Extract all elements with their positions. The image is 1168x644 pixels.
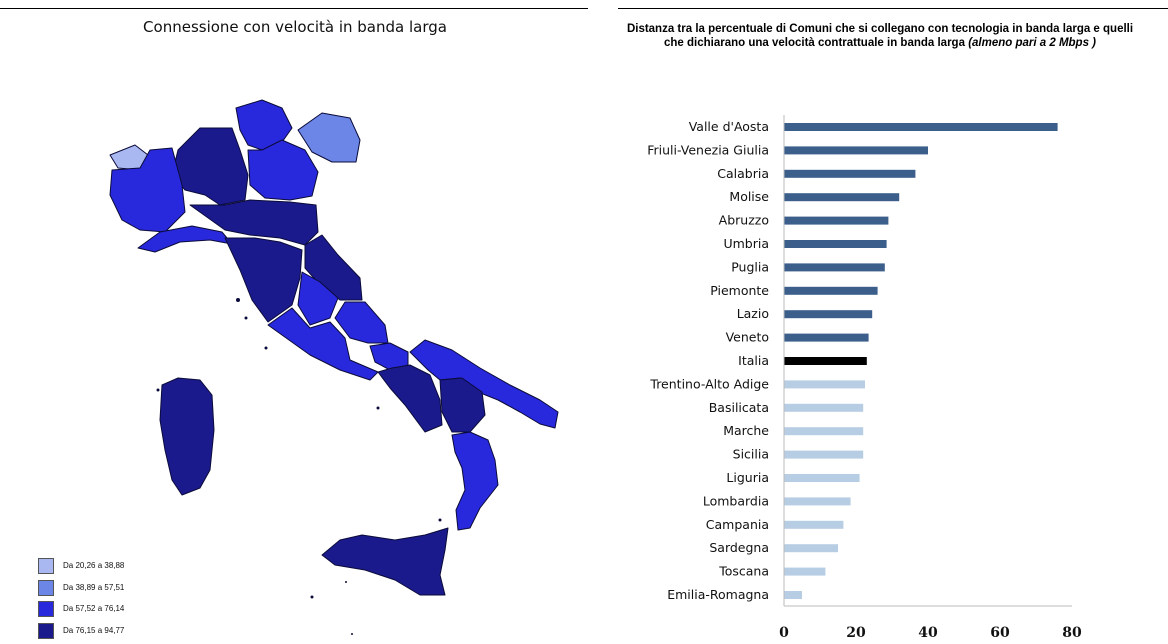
bar-liguria [784, 474, 860, 482]
chart-title: Distanza tra la percentuale di Comuni ch… [620, 22, 1140, 50]
bar-sicilia [784, 450, 864, 459]
bar-valle-d-aosta [784, 123, 1058, 131]
region-umbria [297, 271, 339, 326]
category-label: Sicilia [733, 447, 769, 462]
region-sicilia [321, 527, 449, 596]
region-veneto [247, 139, 319, 201]
category-label: Trentino-Alto Adige [649, 376, 769, 391]
x-tick-label: 0 [779, 625, 789, 641]
bar-lazio [784, 310, 873, 319]
top-rule-right [618, 8, 1168, 9]
bar-veneto [784, 333, 869, 342]
legend-label: Da 76,15 a 94,77 [63, 625, 125, 635]
category-label: Piemonte [710, 283, 769, 298]
region-abruzzo [334, 301, 389, 344]
bar-calabria [784, 169, 916, 178]
legend-swatch [38, 601, 54, 617]
category-label: Italia [738, 353, 769, 368]
category-label: Valle d'Aosta [689, 119, 769, 134]
category-label: Umbria [723, 236, 769, 251]
bar-emilia-romagna [784, 591, 802, 599]
bar-friuli-venezia-giulia [784, 146, 928, 155]
category-label: Molise [729, 189, 769, 204]
chart-title-main: Distanza tra la percentuale di Comuni ch… [626, 23, 1134, 49]
italy-map [109, 99, 559, 635]
category-label: Campania [706, 517, 769, 532]
bar-puglia [784, 263, 885, 272]
bar-marche [784, 427, 864, 436]
bar-abruzzo [784, 216, 889, 225]
bar-toscana [784, 567, 826, 576]
top-rule-left [0, 8, 588, 9]
legend-label: Da 20,26 a 38,88 [63, 561, 125, 570]
bar-piemonte [784, 286, 878, 295]
x-tick-label: 20 [846, 625, 866, 641]
category-label: Toscana [718, 564, 769, 579]
bar-campania [784, 520, 844, 529]
region-piemonte [109, 147, 186, 233]
legend-swatch [38, 622, 54, 639]
bar-sardegna [784, 544, 838, 553]
category-label: Veneto [726, 330, 769, 345]
region-friuli [297, 112, 361, 163]
x-tick-label: 60 [990, 625, 1010, 641]
x-tick-label: 80 [1062, 625, 1082, 641]
bar-lombardia [784, 497, 851, 506]
category-label: Marche [723, 423, 769, 438]
bar-italia [784, 357, 867, 365]
category-label: Calabria [717, 166, 769, 181]
region-campania [377, 364, 443, 433]
legend-swatch [38, 579, 54, 596]
region-toscana [224, 237, 303, 323]
bar-molise [784, 193, 900, 202]
category-label: Lazio [737, 306, 769, 321]
region-calabria [451, 431, 499, 531]
category-label: Liguria [726, 470, 769, 485]
bar-trentino-alto-adige [784, 380, 865, 389]
chart-title-italic: (almeno pari a 2 Mbps ) [968, 37, 1096, 49]
region-lazio [267, 307, 379, 381]
category-label: Sardegna [709, 540, 769, 555]
bar-umbria [784, 240, 887, 248]
x-tick-label: 40 [918, 625, 938, 641]
region-basilicata [439, 377, 486, 433]
legend-swatch [38, 558, 54, 574]
legend-label: Da 57,52 a 76,14 [63, 604, 125, 613]
map-title: Connessione con velocità in banda larga [143, 18, 447, 36]
category-label: Emilia-Romagna [667, 587, 769, 602]
category-label: Abruzzo [719, 213, 769, 228]
region-sardegna [159, 377, 215, 496]
category-label: Puglia [731, 259, 769, 274]
legend-label: Da 38,89 a 57,51 [63, 582, 125, 592]
category-label: Lombardia [703, 493, 769, 508]
category-label: Basilicata [709, 400, 769, 415]
category-label: Friuli-Venezia Giulia [647, 142, 769, 157]
region-emilia [189, 199, 319, 246]
bar-basilicata [784, 403, 864, 412]
